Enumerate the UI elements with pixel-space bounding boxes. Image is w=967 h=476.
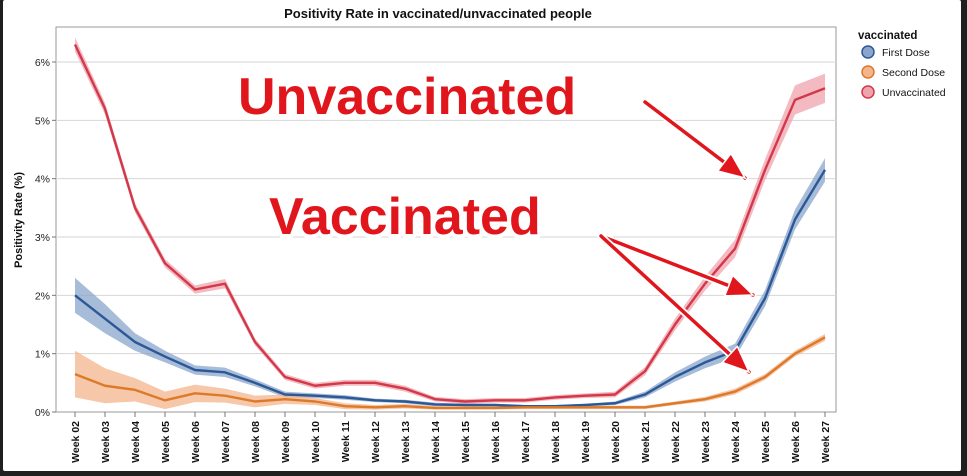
- legend-title: vaccinated: [858, 30, 917, 42]
- x-tick-label: Week 17: [520, 421, 532, 463]
- x-tick-label: Week 19: [580, 421, 592, 463]
- vaccinated-annotation: Vaccinated: [269, 188, 541, 246]
- x-tick-label: Week 02: [70, 421, 82, 463]
- series-line: [74, 169, 827, 408]
- x-tick-label: Week 27: [820, 421, 832, 463]
- y-tick-label: 3%: [35, 232, 50, 244]
- x-tick-label: Week 14: [430, 421, 442, 463]
- legend-item: Unvaccinated: [882, 87, 946, 99]
- legend-item: Second Dose: [882, 67, 945, 79]
- x-tick-label: Week 10: [310, 421, 322, 463]
- x-tick-label: Week 08: [250, 421, 262, 463]
- legend-swatch: [861, 45, 875, 59]
- confidence-bands: [75, 37, 825, 410]
- annotation-arrows: [597, 98, 757, 376]
- unvaccinated-annotation: Unvaccinated: [238, 68, 576, 126]
- y-tick-label: 1%: [35, 349, 50, 361]
- chart-title: Positivity Rate in vaccinated/unvaccinat…: [284, 6, 592, 21]
- y-tick-label: 5%: [35, 115, 50, 127]
- x-tick-label: Week 24: [730, 421, 742, 463]
- chart-svg: Positivity Rate in vaccinated/unvaccinat…: [13, 6, 946, 463]
- series-line: [73, 43, 826, 403]
- x-tick-label: Week 06: [190, 421, 202, 463]
- x-tick-label: Week 07: [220, 421, 232, 463]
- y-tick-label: 4%: [35, 174, 50, 186]
- arrow-head: [723, 274, 755, 297]
- legend-item: First Dose: [882, 47, 930, 59]
- legend-swatch: [861, 65, 875, 79]
- x-tick-label: Week 26: [790, 421, 802, 463]
- x-tick-label: Week 11: [340, 421, 352, 462]
- arrow-head: [716, 152, 747, 180]
- series-line: [74, 336, 826, 410]
- annotations: Unvaccinated Vaccinated: [234, 64, 757, 376]
- x-tick-label: Week 04: [130, 421, 142, 463]
- x-tick-label: Week 25: [760, 421, 772, 463]
- confidence-band: [75, 333, 825, 410]
- series-lines: [73, 43, 827, 410]
- x-tick-label: Week 21: [640, 421, 652, 463]
- arrow-shaft: [599, 234, 755, 297]
- x-tick-label: Week 05: [160, 421, 172, 463]
- x-tick-label: Week 18: [550, 421, 562, 463]
- x-tick-label: Week 22: [670, 421, 682, 463]
- y-tick-label: 0%: [35, 407, 50, 419]
- x-tick-label: Week 15: [460, 421, 472, 463]
- x-tick-label: Week 16: [490, 421, 502, 463]
- arrow-shaft: [599, 234, 751, 374]
- x-axis: Week 02 Week 03 Week 04 Week 05 Week 06 Week …: [70, 412, 832, 463]
- y-tick-label: 2%: [35, 290, 50, 302]
- x-tick-label: Week 20: [610, 421, 622, 463]
- plot-area: [55, 26, 837, 413]
- chart-frame: Positivity Rate in vaccinated/unvaccinat…: [3, 0, 961, 471]
- legend-swatch: [861, 85, 875, 99]
- x-tick-label: Week 23: [700, 421, 712, 463]
- x-tick-label: Week 03: [100, 421, 112, 463]
- legend: vaccinated First Dose Second Dose Unvaccin…: [858, 30, 946, 99]
- arrow-head: [721, 344, 751, 374]
- x-tick-label: Week 12: [370, 421, 382, 463]
- x-tick-label: Week 13: [400, 421, 412, 463]
- gridlines: [56, 61, 836, 355]
- y-axis: 0% 1% 2% 3% 4% 5% 6%: [35, 57, 56, 419]
- y-axis-label: Positivity Rate (%): [13, 172, 25, 268]
- x-tick-label: Week 09: [280, 421, 292, 463]
- y-tick-label: 6%: [35, 57, 50, 69]
